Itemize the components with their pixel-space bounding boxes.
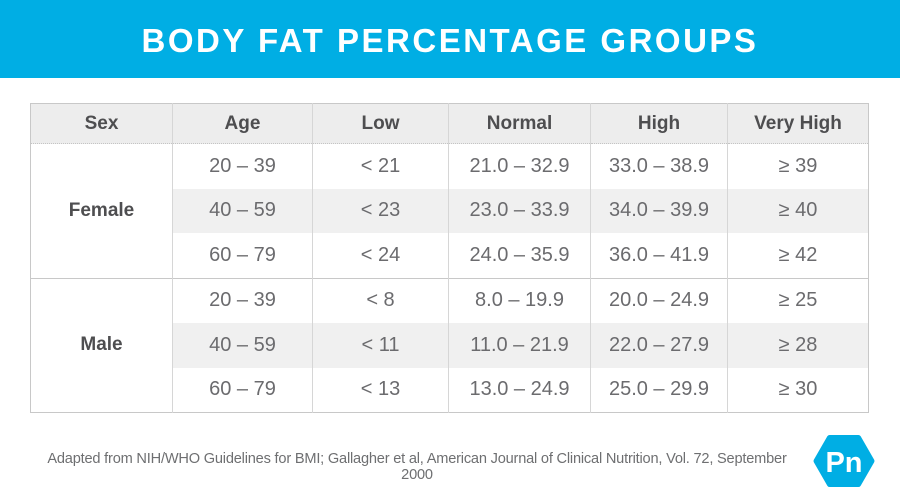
- cell-low: < 24: [312, 233, 449, 278]
- cell-very-high: ≥ 28: [727, 323, 869, 368]
- cell-high: 22.0 – 27.9: [590, 323, 728, 368]
- table-row: 60 – 79 < 13 13.0 – 24.9 25.0 – 29.9 ≥ 3…: [31, 367, 869, 413]
- column-header-low: Low: [312, 103, 449, 144]
- table-row: 40 – 59 < 23 23.0 – 33.9 34.0 – 39.9 ≥ 4…: [31, 188, 869, 233]
- column-header-sex: Sex: [30, 103, 173, 144]
- cell-normal: 21.0 – 32.9: [448, 143, 591, 189]
- body-fat-table: Sex Age Low Normal High Very High Female…: [30, 103, 869, 413]
- cell-age: 20 – 39: [172, 143, 313, 189]
- sex-label-male: Male: [30, 277, 173, 413]
- cell-age: 40 – 59: [172, 188, 313, 233]
- column-header-high: High: [590, 103, 728, 144]
- title-banner: BODY FAT PERCENTAGE GROUPS: [0, 0, 900, 78]
- cell-high: 25.0 – 29.9: [590, 367, 728, 413]
- page-title: BODY FAT PERCENTAGE GROUPS: [141, 22, 759, 59]
- cell-normal: 24.0 – 35.9: [448, 233, 591, 278]
- cell-high: 34.0 – 39.9: [590, 188, 728, 233]
- cell-high: 33.0 – 38.9: [590, 143, 728, 189]
- cell-high: 20.0 – 24.9: [590, 277, 728, 323]
- cell-age: 40 – 59: [172, 323, 313, 368]
- precision-nutrition-logo: Pn: [813, 435, 875, 487]
- cell-low: < 21: [312, 143, 449, 189]
- cell-very-high: ≥ 40: [727, 188, 869, 233]
- column-header-normal: Normal: [448, 103, 591, 144]
- cell-very-high: ≥ 42: [727, 233, 869, 278]
- cell-normal: 8.0 – 19.9: [448, 277, 591, 323]
- cell-very-high: ≥ 25: [727, 277, 869, 323]
- logo-text: Pn: [825, 447, 862, 479]
- table-row: 40 – 59 < 11 11.0 – 21.9 22.0 – 27.9 ≥ 2…: [31, 323, 869, 368]
- male-group: Male 20 – 39 < 8 8.0 – 19.9 20.0 – 24.9 …: [30, 277, 869, 413]
- column-header-very-high: Very High: [727, 103, 869, 144]
- female-group: Female 20 – 39 < 21 21.0 – 32.9 33.0 – 3…: [30, 143, 869, 278]
- cell-very-high: ≥ 30: [727, 367, 869, 413]
- cell-low: < 23: [312, 188, 449, 233]
- cell-normal: 11.0 – 21.9: [448, 323, 591, 368]
- table-row: Male 20 – 39 < 8 8.0 – 19.9 20.0 – 24.9 …: [30, 277, 869, 413]
- cell-low: < 11: [312, 323, 449, 368]
- cell-age: 20 – 39: [172, 277, 313, 323]
- source-attribution: Adapted from NIH/WHO Guidelines for BMI;…: [47, 451, 787, 483]
- table-header-row: Sex Age Low Normal High Very High: [30, 103, 869, 144]
- cell-low: < 8: [312, 277, 449, 323]
- cell-normal: 23.0 – 33.9: [448, 188, 591, 233]
- cell-low: < 13: [312, 367, 449, 413]
- cell-very-high: ≥ 39: [727, 143, 869, 189]
- logo-hexagon: [813, 435, 875, 487]
- cell-high: 36.0 – 41.9: [590, 233, 728, 278]
- table-row: Female 20 – 39 < 21 21.0 – 32.9 33.0 – 3…: [30, 143, 869, 278]
- cell-normal: 13.0 – 24.9: [448, 367, 591, 413]
- column-header-age: Age: [172, 103, 313, 144]
- cell-age: 60 – 79: [172, 367, 313, 413]
- cell-age: 60 – 79: [172, 233, 313, 278]
- table-row: 60 – 79 < 24 24.0 – 35.9 36.0 – 41.9 ≥ 4…: [31, 233, 869, 278]
- sex-label-female: Female: [30, 143, 173, 278]
